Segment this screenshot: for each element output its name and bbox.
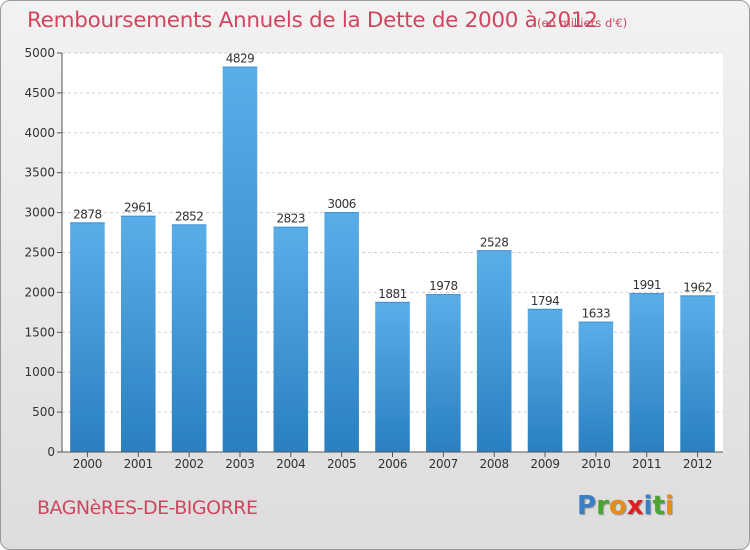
- x-tick-label: 2004: [276, 457, 305, 471]
- logo-letter: i: [664, 491, 674, 521]
- bar-2009: [527, 308, 563, 452]
- y-tick-label: 0: [47, 445, 55, 459]
- x-tick-label: 2008: [480, 457, 509, 471]
- x-tick-label: 2005: [327, 457, 356, 471]
- bar-2003: [222, 66, 258, 452]
- bar-2011: [629, 293, 665, 452]
- value-label: 1881: [378, 287, 407, 301]
- value-label: 1633: [582, 307, 611, 321]
- x-tick-label: 2000: [73, 457, 102, 471]
- y-tick-label: 500: [32, 405, 55, 419]
- y-tick-label: 1500: [24, 325, 55, 339]
- value-label: 2878: [73, 207, 102, 221]
- y-tick-label: 2500: [24, 246, 55, 260]
- bar-2002: [171, 224, 207, 452]
- value-label: 2528: [480, 235, 509, 249]
- bar-2012: [680, 295, 715, 452]
- bar-2000: [70, 222, 105, 452]
- y-tick-label: 4500: [24, 86, 55, 100]
- y-tick-label: 3500: [24, 166, 55, 180]
- bar-2004: [273, 226, 309, 452]
- bar-2007: [426, 294, 461, 452]
- logo-letter: o: [608, 491, 627, 521]
- bar-2008: [476, 250, 512, 452]
- value-label: 4829: [226, 52, 255, 66]
- chart-subtitle: (en milliers d'€): [537, 16, 628, 30]
- bar-2005: [324, 212, 359, 452]
- x-tick-label: 2003: [225, 457, 254, 471]
- value-label: 1991: [632, 278, 661, 292]
- x-tick-label: 2012: [683, 457, 712, 471]
- x-tick-label: 2001: [124, 457, 153, 471]
- chart-title: Remboursements Annuels de la Dette de 20…: [27, 8, 598, 33]
- logo-letter: t: [652, 491, 665, 521]
- value-label: 1962: [683, 280, 712, 294]
- logo-letter: P: [577, 491, 597, 521]
- bar-2010: [578, 321, 614, 452]
- x-tick-label: 2010: [581, 457, 610, 471]
- commune-name: BAGNèRES-DE-BIGORRE: [37, 497, 258, 519]
- y-tick-label: 3000: [24, 206, 55, 220]
- logo-letter: r: [596, 491, 609, 521]
- value-label: 2961: [124, 201, 153, 215]
- value-label: 1978: [429, 279, 458, 293]
- bar-2001: [120, 215, 156, 452]
- proxiti-logo: Proxiti: [577, 491, 674, 521]
- x-tick-label: 2007: [429, 457, 458, 471]
- bar-2006: [375, 301, 410, 452]
- logo-letter: x: [626, 491, 644, 521]
- y-tick-label: 2000: [24, 285, 55, 299]
- y-tick-label: 5000: [24, 46, 55, 60]
- value-label: 1794: [531, 294, 560, 308]
- x-tick-label: 2009: [530, 457, 559, 471]
- y-tick-label: 4000: [24, 126, 55, 140]
- logo-letter: i: [643, 491, 653, 521]
- value-label: 3006: [327, 197, 356, 211]
- x-tick-label: 2002: [174, 457, 203, 471]
- value-label: 2823: [277, 212, 306, 226]
- x-tick-label: 2006: [378, 457, 407, 471]
- y-tick-label: 1000: [24, 365, 55, 379]
- x-tick-label: 2011: [632, 457, 661, 471]
- value-label: 2852: [175, 209, 204, 223]
